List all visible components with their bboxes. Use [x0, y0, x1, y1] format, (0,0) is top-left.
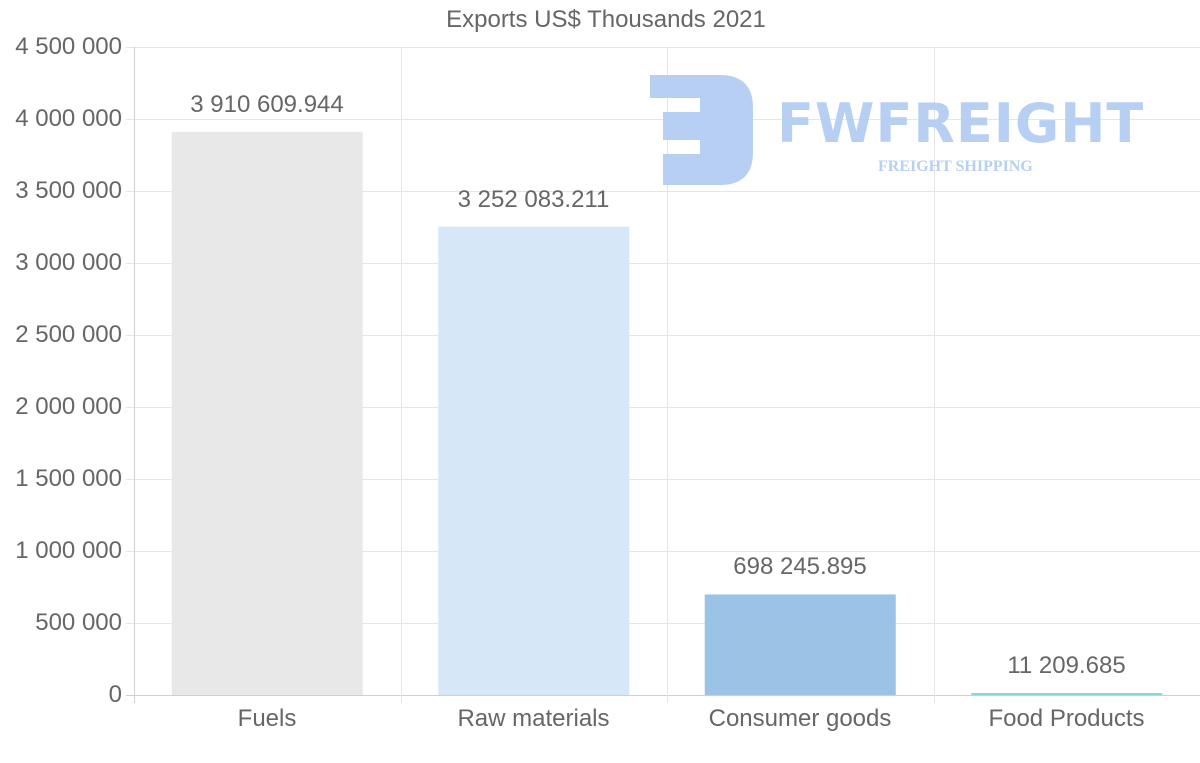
x-tick-label: Food Products [988, 705, 1145, 732]
data-label: 3 252 083.211 [457, 185, 610, 213]
bar-food-products [971, 693, 1163, 695]
data-label: 698 245.895 [733, 553, 867, 581]
y-tick-label: 0 [108, 681, 122, 708]
y-tick-label: 500 000 [35, 609, 122, 636]
y-tick-label: 2 500 000 [15, 321, 122, 348]
y-tick-label: 3 500 000 [15, 177, 122, 204]
watermark-brand: FWFREIGHT [777, 92, 1145, 155]
y-tick-label: 2 000 000 [15, 393, 122, 420]
watermark-tagline: FREIGHT SHIPPING [878, 158, 1033, 175]
y-tick-label: 1 500 000 [15, 465, 122, 492]
y-tick-label: 3 000 000 [15, 249, 122, 276]
bar-fuels [171, 131, 363, 695]
y-tick-label: 1 000 000 [15, 537, 122, 564]
x-tick-label: Raw materials [457, 705, 610, 732]
x-tick-label: Consumer goods [708, 705, 892, 732]
chart-title: Exports US$ Thousands 2021 [446, 6, 766, 33]
data-label: 3 910 609.944 [190, 90, 344, 118]
y-tick-label: 4 500 000 [15, 33, 122, 60]
x-tick-label: Fuels [237, 705, 297, 732]
bar-raw-materials [438, 226, 630, 695]
bar-consumer-goods [704, 594, 896, 695]
data-label: 11 209.685 [1007, 652, 1126, 680]
y-tick-label: 4 000 000 [15, 105, 122, 132]
fwfreight-logo-icon [650, 75, 753, 185]
watermark-logo: FWFREIGHT FREIGHT SHIPPING [645, 72, 1155, 187]
